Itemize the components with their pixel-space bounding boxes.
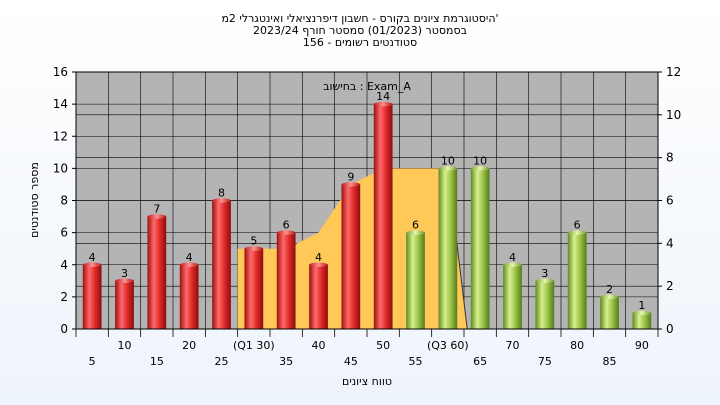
data-label: 4 — [509, 251, 516, 264]
bar — [212, 200, 231, 329]
bar-cap — [244, 246, 264, 251]
bar — [600, 296, 619, 329]
bar-cap — [309, 262, 328, 267]
data-label: 9 — [347, 170, 354, 183]
data-label: 10 — [441, 154, 455, 167]
bar-cap — [438, 166, 458, 171]
x-tick-label: 90 — [635, 339, 649, 352]
bar — [503, 264, 522, 329]
data-label: 6 — [574, 219, 581, 232]
y-tick-label: 10 — [53, 161, 68, 175]
y-tick-label: 16 — [53, 65, 68, 79]
bar-cap — [212, 198, 231, 203]
bar-cap — [115, 278, 134, 284]
bar — [115, 280, 134, 329]
bar-cap — [600, 294, 619, 300]
x-tick-label: 45 — [344, 355, 358, 368]
bar-cap — [373, 101, 393, 107]
data-label: 4 — [186, 251, 193, 264]
y2-tick-label: 12 — [666, 65, 681, 79]
data-label: 10 — [473, 154, 487, 167]
bar-cap — [470, 166, 490, 171]
data-label: 2 — [606, 283, 613, 296]
y-tick-label: 2 — [60, 290, 68, 304]
x-tick-label: 55 — [409, 355, 423, 368]
title-line-3: סטודנטים רשומים - 156 — [302, 36, 418, 49]
bar-cap — [406, 230, 425, 235]
bar-cap — [567, 230, 587, 235]
x-tick-label: 50 — [376, 339, 390, 352]
data-label: 6 — [283, 219, 290, 232]
x-tick-label: 10 — [118, 339, 132, 352]
bar — [632, 312, 652, 329]
x-tick-label: 85 — [603, 355, 617, 368]
x-tick-label: 15 — [150, 355, 164, 368]
y-tick-label: 8 — [60, 194, 68, 208]
data-label: 6 — [412, 219, 419, 232]
bar-cap — [82, 262, 102, 267]
bar — [309, 264, 328, 329]
bar-cap — [147, 214, 167, 219]
y-axis-label: מספר סטודנטים — [28, 162, 41, 238]
x-tick-label: 40 — [312, 339, 326, 352]
y2-tick-label: 2 — [666, 279, 674, 293]
data-label: 8 — [218, 187, 225, 200]
bar-cap — [179, 262, 199, 267]
x-tick-label: (Q1 30) — [233, 339, 275, 352]
bar — [244, 248, 264, 329]
bar-cap — [503, 262, 522, 267]
y-tick-label: 6 — [60, 226, 68, 240]
bar — [470, 168, 490, 329]
y-tick-label: 0 — [60, 322, 68, 336]
data-label: 3 — [121, 267, 128, 280]
bar — [535, 280, 555, 329]
x-tick-label: 70 — [506, 339, 520, 352]
bar — [276, 232, 296, 329]
x-tick-label: 5 — [89, 355, 96, 368]
x-tick-label: 20 — [182, 339, 196, 352]
y-tick-label: 14 — [53, 97, 68, 111]
bar — [179, 264, 199, 329]
data-label: 4 — [315, 251, 322, 264]
bar — [567, 232, 587, 329]
x-axis-label: טווח ציונים — [342, 375, 392, 388]
data-label: 3 — [541, 267, 548, 280]
exam-annotation: בחישוב : Exam_A — [323, 80, 411, 93]
bar-cap — [535, 278, 555, 284]
y-tick-label: 12 — [53, 129, 68, 143]
bar-cap — [341, 182, 361, 187]
y-tick-label: 4 — [60, 258, 68, 272]
y2-tick-label: 8 — [666, 151, 674, 165]
x-tick-label: 80 — [570, 339, 584, 352]
x-tick-label: 75 — [538, 355, 552, 368]
y2-tick-label: 4 — [666, 236, 674, 250]
y2-tick-label: 10 — [666, 108, 681, 122]
x-tick-label: (Q3 60) — [427, 339, 469, 352]
bar — [373, 104, 393, 329]
x-tick-label: 65 — [473, 355, 487, 368]
x-tick-label: 35 — [279, 355, 293, 368]
title-line-2: בסמסטר (01/2023) סמסטר חורף 2023/24 — [253, 24, 467, 37]
x-tick-label: 25 — [215, 355, 229, 368]
bar — [147, 216, 167, 329]
bar — [438, 168, 458, 329]
bar — [406, 232, 425, 329]
data-label: 5 — [250, 235, 257, 248]
y2-tick-label: 6 — [666, 194, 674, 208]
bar-cap — [276, 230, 296, 235]
title-line-1: 'היסטוגרמת ציונים בקורס - חשבון דיפרנציא… — [221, 12, 499, 25]
y2-tick-label: 0 — [666, 322, 674, 336]
data-label: 4 — [89, 251, 96, 264]
bar-cap — [632, 310, 652, 316]
data-label: 7 — [153, 203, 160, 216]
bar — [82, 264, 102, 329]
data-label: 1 — [638, 299, 645, 312]
data-label: 14 — [376, 90, 390, 103]
bar — [341, 184, 361, 329]
